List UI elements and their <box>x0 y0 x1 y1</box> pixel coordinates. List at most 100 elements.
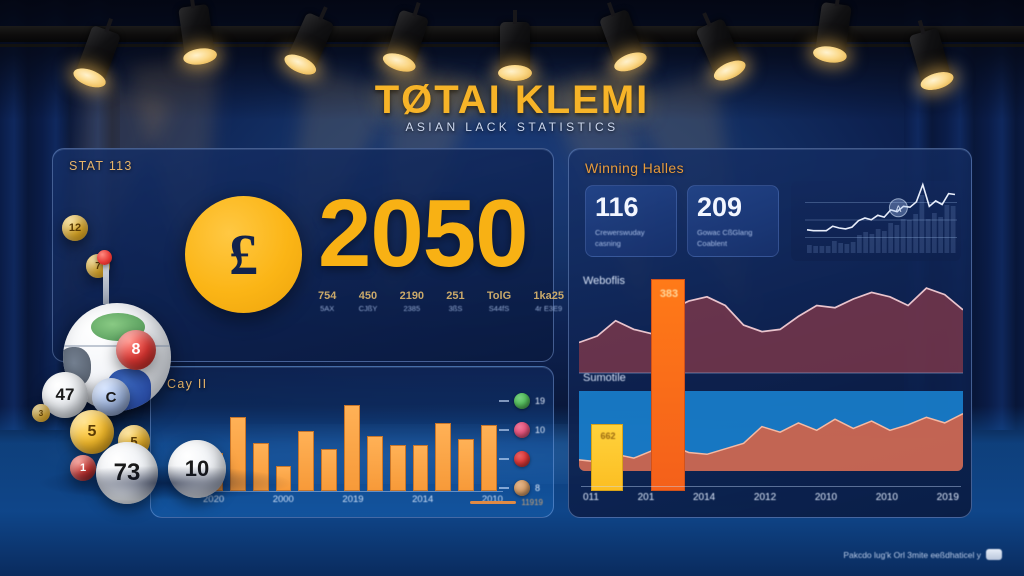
hero-mini-stat-caption: 5AX <box>320 303 335 313</box>
hero-mini-stat-value: TolG <box>486 290 512 302</box>
axis-tick-label: 2010 <box>875 492 898 503</box>
footer-text: Pakcdo lug'k Orl 3mite eeßdhaticel y <box>843 549 981 560</box>
bar-chart-legend: 19 10 8 <box>498 393 545 496</box>
hero-mini-stat-caption: CJßY <box>358 303 378 313</box>
legend-label: 10 <box>534 425 545 435</box>
kpi-value: 116 <box>595 192 639 222</box>
hero-mini-stat-value: 251 <box>446 290 465 302</box>
lottery-ball-number: 3 <box>38 408 44 418</box>
legend-ball-icon <box>513 422 530 438</box>
axis-tick-label: 201 <box>637 492 655 503</box>
winning-halles-panel: Winning Halles 116 Crewerswuday casning … <box>568 148 972 518</box>
kpi-caption: Crewerswuday casning <box>595 228 645 249</box>
spotlight-stem <box>189 0 196 9</box>
lottery-ball: 3 <box>32 404 50 422</box>
lottery-ball: C <box>92 378 130 416</box>
axis-tick-label: 2010 <box>481 494 503 505</box>
legend-item: 19 <box>498 393 545 409</box>
legend-label: 8 <box>534 483 540 493</box>
legend-ball-icon <box>513 451 530 467</box>
hero-mini-stats: 754 5AX 450 CJßY 2190 2385 251 3ßS TolG S44fS 1ka2… <box>318 290 564 314</box>
hero-mini-stat: 450 CJßY <box>359 290 378 314</box>
lottery-ball: 12 <box>62 215 88 241</box>
hero-mini-stat-caption: 3ßS <box>448 303 463 313</box>
legend-label: 19 <box>534 396 545 406</box>
bar-chart-footnote: 11919 <box>470 498 543 507</box>
highlight-bar: 383 <box>651 279 685 491</box>
axis-tick-label: 011 <box>583 492 599 503</box>
footnote-text: 11919 <box>521 498 543 507</box>
svg-text:A: A <box>895 204 901 214</box>
hero-mini-stat: TolG S44fS <box>487 290 511 314</box>
axis-tick-label: 2020 <box>203 494 225 505</box>
bar <box>366 436 383 491</box>
lottery-ball-number: 12 <box>68 222 82 234</box>
legend-item: 10 <box>498 422 545 438</box>
lottery-ball-number: 5 <box>130 433 138 449</box>
legend-dash-icon <box>498 458 509 460</box>
secondary-bar: 662 <box>591 424 623 491</box>
globe-antenna <box>103 258 109 304</box>
sparkline-svg: A <box>805 182 957 253</box>
lottery-ball-number: 47 <box>55 385 75 404</box>
legend-dash-icon <box>498 429 509 431</box>
axis-tick-label: 2019 <box>936 492 959 503</box>
hero-mini-stat: 251 3ßS <box>446 290 464 314</box>
area-charts <box>579 269 963 471</box>
lottery-ball-number: 1 <box>79 462 87 474</box>
globe-antenna-tip-icon <box>97 250 112 265</box>
legend-item <box>498 451 545 467</box>
axis-tick-label: 2010 <box>814 492 838 503</box>
bar-chart-label: Cay II <box>167 377 208 391</box>
page-title: TØTAI KLEMI <box>374 78 650 122</box>
footnote-line-icon <box>470 501 517 504</box>
bar <box>458 439 475 491</box>
bar-chart-x-axis: 2020 2000 2019 2014 2010 <box>203 494 503 505</box>
hero-mini-stat-caption: 2385 <box>403 303 421 313</box>
hero-mini-stat-caption: 4r E3E9 <box>535 303 563 313</box>
right-axis-baseline <box>581 486 961 487</box>
axis-tick-label: 2000 <box>272 494 294 505</box>
highlight-bar-value: 383 <box>659 288 679 300</box>
kpi-caption: Gowac CßGlang Coablent <box>697 228 753 249</box>
lottery-ball: 8 <box>116 330 156 370</box>
winning-halles-title: Winning Halles <box>585 160 684 176</box>
axis-tick-label: 2019 <box>342 494 364 505</box>
currency-coin-icon: £ <box>185 196 302 313</box>
hero-mini-stat-caption: S44fS <box>488 303 510 313</box>
sparkline-chart: A <box>791 181 961 261</box>
bar <box>389 445 406 491</box>
axis-tick-label: 2014 <box>412 494 434 505</box>
hero-mini-stat-value: 450 <box>358 290 378 302</box>
lottery-ball-number: 5 <box>87 423 97 440</box>
legend-item: 8 <box>498 480 545 496</box>
footer-badge-icon <box>986 549 1002 560</box>
bar <box>298 431 315 491</box>
bar-chart-baseline <box>201 491 503 492</box>
axis-tick-label: 2012 <box>753 492 777 503</box>
hero-panel-label: STAT 113 <box>69 159 133 173</box>
lottery-ball: 5 <box>70 410 114 454</box>
secondary-bar-value: 662 <box>600 431 616 441</box>
hero-mini-stat: 1ka25 4r E3E9 <box>533 290 564 314</box>
lottery-ball-number: C <box>105 388 117 406</box>
legend-dash-icon <box>498 400 509 402</box>
footer-note: Pakcdo lug'k Orl 3mite eeßdhaticel y <box>843 549 1002 560</box>
bar <box>321 449 338 491</box>
legend-dash-icon <box>498 487 509 489</box>
spotlight-stem <box>513 10 517 24</box>
area-upper-label: Weboflis <box>583 275 625 287</box>
bar <box>481 425 497 491</box>
bar <box>344 405 360 491</box>
area-lower-label: Sumotile <box>583 372 626 384</box>
currency-symbol: £ <box>229 221 258 287</box>
right-chart-x-axis: 011 201 2014 2012 2010 2010 2019 <box>583 492 959 503</box>
axis-tick-label: 2014 <box>692 492 716 503</box>
hero-mini-stat-value: 2190 <box>399 290 425 302</box>
spotlight-lens <box>498 65 532 81</box>
page-subtitle: ASIAN LACK STATISTICS <box>405 120 619 134</box>
hero-mini-stat-value: 754 <box>318 290 337 302</box>
lottery-ball: 47 <box>42 372 88 418</box>
hero-mini-stat: 754 5AX <box>318 290 336 314</box>
